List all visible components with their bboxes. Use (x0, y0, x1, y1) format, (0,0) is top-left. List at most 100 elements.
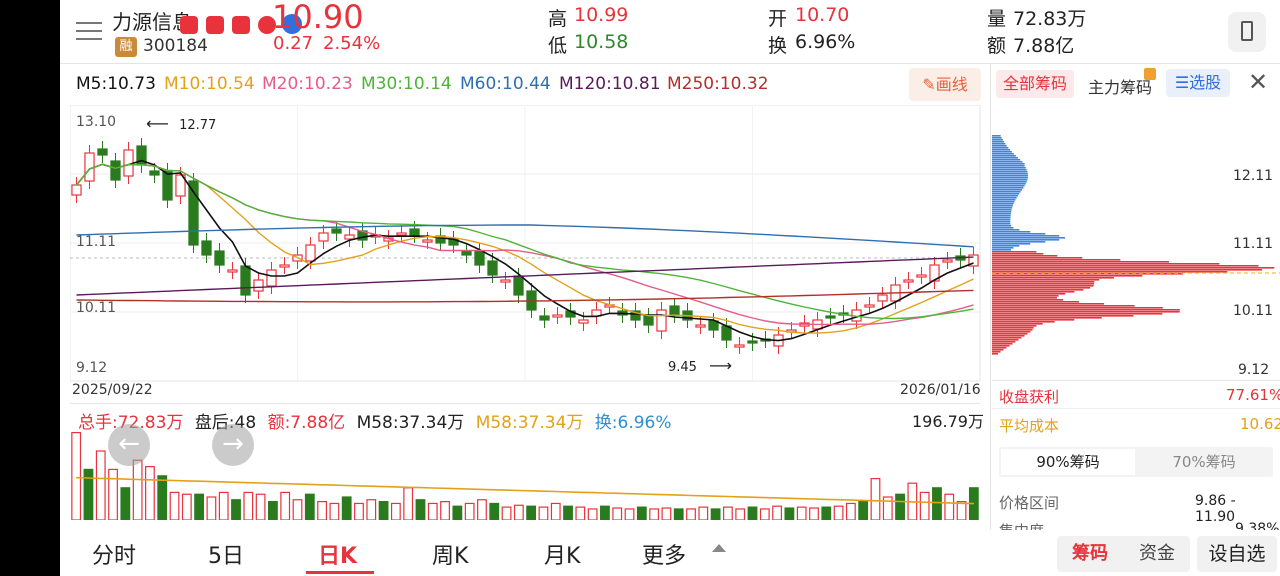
candle-body (708, 320, 719, 331)
kline-chart[interactable] (70, 105, 990, 395)
chip-bar-profit-locked (992, 197, 1017, 199)
low-annotation: 9.45 ⟶ (668, 356, 733, 375)
app-icon-4[interactable] (258, 16, 276, 34)
app-icon-1[interactable] (180, 16, 198, 34)
chip-bar-profit (992, 325, 1037, 327)
volume-bar (600, 505, 610, 520)
candle-body (110, 160, 121, 181)
ma10-line (75, 163, 974, 334)
select-stock-button[interactable]: ☰选股 (1166, 69, 1230, 97)
tab-fenshi[interactable]: 分时 (92, 544, 137, 569)
end-date: 2026/01/16 (900, 382, 981, 398)
add-watchlist-button[interactable]: 设自选 (1197, 536, 1277, 572)
tab-90pct[interactable]: 90%筹码 (1001, 449, 1135, 475)
chip-bar-profit-locked (992, 185, 1025, 187)
tab-70pct[interactable]: 70%筹码 (1172, 453, 1236, 471)
active-tab-indicator (306, 571, 374, 574)
candle-body (669, 305, 680, 316)
chip-price-tick-4: 9.12 (1238, 362, 1270, 378)
tab-all-chips[interactable]: 全部筹码 (996, 70, 1074, 98)
chip-bar-profit-locked (992, 141, 1005, 143)
app-icon-3[interactable] (232, 16, 250, 34)
candle-body (266, 269, 277, 287)
high-label: 高 (548, 8, 568, 30)
chip-bar-profit (992, 305, 1135, 307)
chip-bar-profit (992, 289, 1084, 291)
ma250-legend: M250:10.32 (667, 74, 769, 94)
tab-5day[interactable]: 5日 (208, 544, 244, 569)
volume-chart[interactable] (70, 428, 980, 520)
low-label: 低 (548, 35, 568, 57)
tab-week-k[interactable]: 周K (432, 544, 469, 569)
chip-bar-profit-locked (992, 217, 1011, 219)
range-value: 9.86 - 11.90 (1195, 493, 1236, 525)
tab-month-k[interactable]: 月K (544, 544, 581, 569)
candle-body (461, 250, 472, 256)
phone-icon[interactable] (1228, 12, 1266, 52)
chip-bar-profit (992, 315, 1134, 317)
arrow-left-icon: ⟵ (146, 114, 169, 133)
chip-bar-profit (992, 307, 1163, 309)
volume-bar (538, 506, 549, 520)
chip-bar-profit (992, 277, 1114, 279)
close-icon[interactable]: ✕ (1248, 68, 1269, 96)
volume-bar (181, 493, 192, 520)
toggle-funds[interactable]: 资金 (1139, 543, 1175, 564)
price-change-pct: 2.54% (323, 33, 381, 54)
volume-bar (218, 491, 229, 520)
volume-bar (809, 507, 819, 520)
volume-bar (587, 508, 598, 520)
volume-bar (95, 450, 106, 520)
volume-bar (145, 466, 155, 520)
draw-line-button[interactable]: ✎画线 (909, 68, 981, 101)
avg-cost-label: 平均成本 (999, 417, 1060, 435)
chip-bar-profit (992, 299, 1064, 301)
volume-bar (624, 508, 635, 520)
menu-icon[interactable] (76, 18, 102, 44)
tab-main-chips[interactable]: 主力筹码 (1088, 78, 1153, 97)
profit-label: 收盘获利 (999, 388, 1060, 406)
volume-bar (440, 500, 450, 520)
volume-bar (231, 499, 241, 520)
toggle-chips[interactable]: 筹码 (1072, 543, 1108, 564)
chip-bar-profit-locked (992, 199, 1016, 201)
chip-bar-profit-locked (992, 167, 1026, 169)
avg-cost-value: 10.62 (1240, 415, 1280, 433)
volume-header: 总手:72.83万 盘后:48 额:7.88亿 M58:37.34万 M58:3… (78, 408, 672, 433)
chip-bar-profit (992, 353, 998, 355)
chip-bar-profit (992, 339, 1019, 341)
chip-price-tick-2: 11.11 (1233, 236, 1274, 252)
candle-body (929, 264, 940, 282)
chip-bar-profit (992, 265, 1259, 267)
chip-bar-profit (992, 311, 1180, 313)
tab-more[interactable]: 更多 (642, 544, 687, 569)
ma250-line (76, 289, 974, 303)
volume-bar (821, 506, 832, 520)
scroll-right-button[interactable]: → (212, 424, 254, 466)
high-annotation: ⟵ 12.77 (146, 114, 217, 133)
bulb-icon[interactable] (282, 14, 302, 34)
volume-bar (759, 508, 770, 520)
tab-day-k[interactable]: 日K (318, 544, 358, 569)
caret-up-icon[interactable] (712, 544, 726, 552)
chip-bar-profit-locked (992, 179, 1028, 181)
candle-body (396, 232, 407, 236)
candle-body (149, 170, 160, 176)
chip-bar-profit-locked (992, 205, 1013, 207)
volume-bar (636, 506, 647, 520)
chip-bar-profit-locked (992, 221, 1011, 223)
chip-bar-profit (992, 285, 1094, 287)
chip-bar-profit-locked (992, 239, 1060, 241)
volume-bar (882, 496, 893, 520)
pencil-icon: ✎ (922, 75, 936, 94)
candle-body (253, 279, 264, 292)
volume-bar (452, 505, 463, 520)
chip-bar-profit (992, 329, 1033, 331)
chip-bar-profit (992, 273, 1183, 275)
app-icon-2[interactable] (206, 16, 224, 34)
candle-body (942, 259, 953, 263)
chip-bar-profit (992, 327, 1034, 329)
scroll-left-button[interactable]: ← (108, 424, 150, 466)
volume-bar (403, 487, 414, 520)
volume-bar (292, 499, 303, 520)
